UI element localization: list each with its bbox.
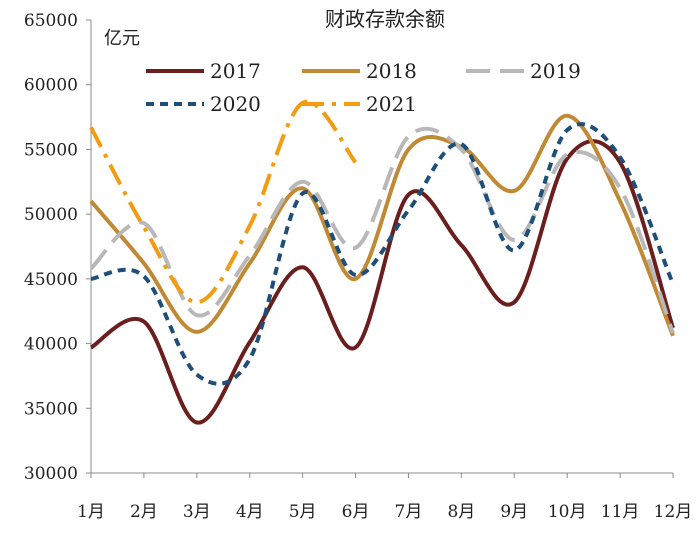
y-tick-label: 50000 xyxy=(24,205,78,225)
legend: 2017 2018 2019 2020 2021 xyxy=(146,59,581,116)
x-tick-label: 10月 xyxy=(548,502,587,522)
y-tick-label: 55000 xyxy=(24,140,78,160)
x-tick-label: 3月 xyxy=(183,502,211,522)
x-tick-label: 4月 xyxy=(236,502,264,522)
legend-label-2019: 2019 xyxy=(530,59,581,83)
x-tick-label: 11月 xyxy=(601,502,640,522)
legend-label-2020: 2020 xyxy=(210,92,261,116)
y-tick-label: 45000 xyxy=(24,270,78,290)
x-tick-label: 2月 xyxy=(130,502,158,522)
series-lines xyxy=(89,99,675,425)
x-tick-label: 7月 xyxy=(395,502,423,522)
y-axis-unit: 亿元 xyxy=(104,28,140,49)
x-tick-label: 1月 xyxy=(77,502,105,522)
series-line-2018 xyxy=(89,113,675,337)
axes: 30000 35000 40000 45000 50000 55000 60000 65000… xyxy=(24,11,692,522)
x-tick-label: 6月 xyxy=(342,502,370,522)
series-line-2019 xyxy=(89,126,675,334)
x-tick-label: 8月 xyxy=(447,502,475,522)
series-line-2020 xyxy=(90,122,675,386)
x-tick-label: 12月 xyxy=(654,502,693,522)
x-tick-label: 9月 xyxy=(500,502,528,522)
legend-label-2018: 2018 xyxy=(366,59,417,83)
x-tick-label: 5月 xyxy=(289,502,317,522)
y-tick-label: 40000 xyxy=(24,335,78,355)
legend-label-2017: 2017 xyxy=(210,59,261,83)
legend-label-2021: 2021 xyxy=(366,92,417,116)
y-tick-label: 35000 xyxy=(24,399,78,419)
chart-title: 财政存款余额 xyxy=(325,7,445,31)
y-tick-label: 30000 xyxy=(24,464,78,484)
y-tick-label: 60000 xyxy=(24,76,78,96)
series-line-2017 xyxy=(89,139,675,425)
y-tick-label: 65000 xyxy=(24,11,78,31)
